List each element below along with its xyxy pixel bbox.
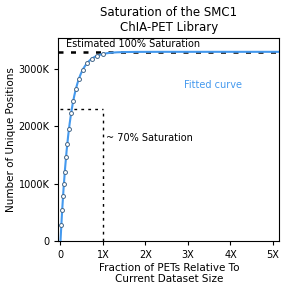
Point — [74, 87, 78, 92]
Point — [69, 111, 74, 116]
Point — [76, 77, 81, 81]
Y-axis label: Number of Unique Positions: Number of Unique Positions — [5, 67, 16, 212]
Text: Estimated 100% Saturation: Estimated 100% Saturation — [66, 39, 200, 49]
Point — [95, 53, 100, 58]
Point — [59, 222, 64, 227]
Point — [80, 68, 85, 72]
Point — [62, 170, 67, 175]
Text: Fitted curve: Fitted curve — [184, 80, 242, 90]
Point — [60, 208, 64, 212]
Title: Saturation of the SMC1
ChIA-PET Library: Saturation of the SMC1 ChIA-PET Library — [100, 6, 237, 34]
Text: ~ 70% Saturation: ~ 70% Saturation — [106, 133, 193, 143]
Point — [101, 52, 105, 56]
Point — [62, 182, 66, 186]
X-axis label: Fraction of PETs Relative To
Current Dataset Size: Fraction of PETs Relative To Current Dat… — [99, 263, 239, 284]
Point — [71, 99, 76, 103]
Point — [64, 155, 68, 160]
Point — [65, 142, 70, 146]
Point — [61, 194, 65, 199]
Point — [90, 56, 94, 61]
Point — [67, 126, 71, 131]
Point — [85, 61, 89, 66]
